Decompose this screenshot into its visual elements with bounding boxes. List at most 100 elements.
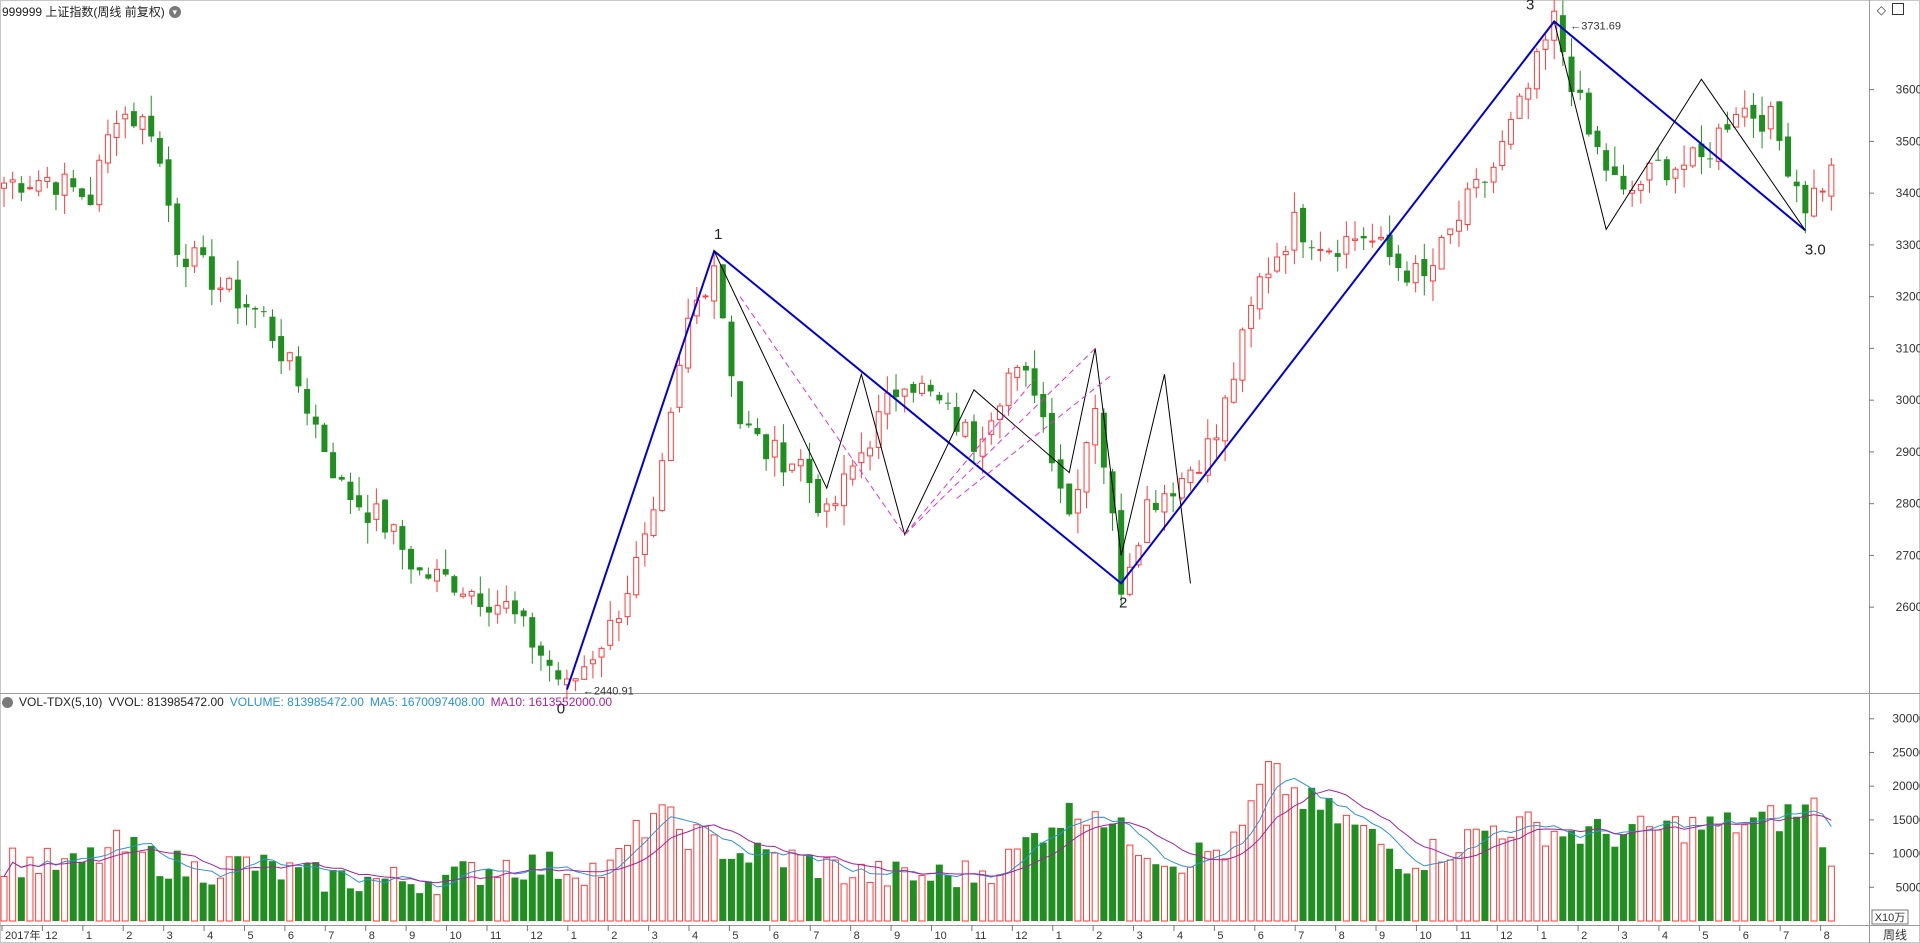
candle-body-up (676, 364, 683, 408)
volume-bar-up (1135, 855, 1143, 922)
pivot-label: 1 (714, 226, 722, 243)
diamond-icon[interactable]: ◇ (1876, 3, 1886, 17)
volume-bar-up (1074, 818, 1082, 922)
volume-bar-down (1793, 816, 1801, 921)
candle-body-up (1369, 240, 1376, 243)
volume-bar-down (727, 858, 735, 921)
date-tick-label: 10 (1419, 930, 1431, 942)
volume-bar-up (658, 804, 666, 922)
volume-bar-down (1334, 823, 1342, 921)
candle-body-up (191, 247, 198, 267)
candle-body-down (278, 336, 285, 362)
volume-bar-down (416, 893, 424, 921)
date-tick-label: 1 (571, 930, 577, 942)
volume-bar-down (719, 858, 727, 921)
volume-bar-down (1594, 818, 1602, 921)
volume-bar-up (650, 813, 658, 922)
candle-body-down (156, 138, 163, 164)
candle-body-down (260, 311, 267, 313)
wave-sub-line (1120, 374, 1191, 584)
volume-bar-up (1230, 831, 1238, 922)
date-tick-label: 12 (530, 930, 542, 942)
candle-body-up (858, 452, 865, 464)
date-tick-label: 9 (409, 930, 415, 942)
volume-bar-up (641, 837, 649, 922)
candle-body-up (832, 503, 839, 507)
volume-bar-up (1654, 829, 1662, 922)
candle-body-down (356, 495, 363, 508)
panel-toggle-icon[interactable] (1892, 3, 1904, 15)
candle-body-up (1204, 438, 1211, 476)
volume-bar-up (606, 859, 614, 922)
volume-bar-down (805, 854, 813, 921)
candle-body-up (104, 134, 111, 164)
candle-body-up (1473, 178, 1480, 189)
volume-bar-down (268, 861, 276, 921)
pivot-label: 2 (1119, 594, 1127, 611)
candle-body-down (1100, 412, 1107, 468)
date-tick-label: 2 (611, 930, 617, 942)
volume-bar-up (1680, 842, 1688, 922)
volume-bar-up (1446, 859, 1454, 922)
candle-body-down (1750, 104, 1757, 119)
collapse-icon[interactable] (2, 696, 13, 708)
candle-body-up (1811, 187, 1818, 217)
candle-body-up (702, 295, 709, 298)
volume-bar-down (1100, 827, 1108, 921)
candle-body-up (988, 420, 995, 435)
candle-body-down (208, 256, 215, 290)
candle-body-down (1620, 175, 1627, 190)
date-tick-label: 8 (854, 930, 860, 942)
wave-dashed-line (904, 348, 1096, 536)
candle-body-down (1611, 166, 1618, 176)
volume-bar-down (1308, 787, 1316, 921)
candle-body-up (1767, 105, 1774, 130)
candle-body-down (893, 389, 900, 398)
candle-body-down (1170, 493, 1177, 497)
candle-body-up (1490, 166, 1497, 183)
candle-body-up (122, 113, 129, 120)
candle-body-down (87, 194, 94, 206)
candle-body-up (1733, 113, 1740, 128)
candle-body-up (633, 557, 640, 596)
candle-body-down (511, 600, 518, 615)
volume-bar-up (1429, 838, 1437, 922)
volume-bar-down (1394, 868, 1402, 921)
candle-body-up (44, 176, 51, 182)
candle-body-down (1594, 130, 1601, 148)
candle-body-up (1828, 164, 1835, 197)
volume-bar-up (1472, 828, 1480, 922)
volume-bar-down (156, 876, 164, 921)
volume-bar-up (615, 848, 623, 922)
volume-bar-down (1386, 848, 1394, 921)
candle-body-down (1031, 368, 1038, 396)
date-tick-label: 5 (1702, 930, 1708, 942)
price-tick-label: 3300 (1896, 238, 1920, 252)
volume-bar-up (390, 866, 398, 922)
price-tick-label: 3500 (1896, 134, 1920, 148)
candle-body-up (1412, 263, 1419, 284)
candle-body-down (537, 645, 544, 656)
candle-body-up (1, 182, 7, 189)
volume-bar-down (69, 853, 77, 921)
volume-bar-down (1169, 866, 1177, 921)
candle-body-up (1507, 119, 1514, 145)
date-tick-label: 6 (1743, 930, 1749, 942)
volume-bar-up (43, 847, 51, 922)
volume-bar-up (139, 851, 147, 922)
candle-body-up (667, 411, 674, 461)
candle-body-down (737, 381, 744, 425)
candle-body-up (1239, 329, 1246, 381)
volume-bar-down (892, 861, 900, 921)
candle-body-down (243, 303, 250, 308)
volume-bar-down (1819, 847, 1827, 921)
chevron-down-icon[interactable]: ▾ (168, 5, 181, 18)
volume-bar-down (753, 842, 761, 921)
candle-body-up (61, 173, 68, 196)
candle-body-up (1551, 10, 1558, 41)
volume-bar-up (1360, 825, 1368, 922)
volume-unit-box (1871, 909, 1909, 925)
candle-body-down (953, 407, 960, 432)
volume-bar-up (676, 829, 684, 922)
